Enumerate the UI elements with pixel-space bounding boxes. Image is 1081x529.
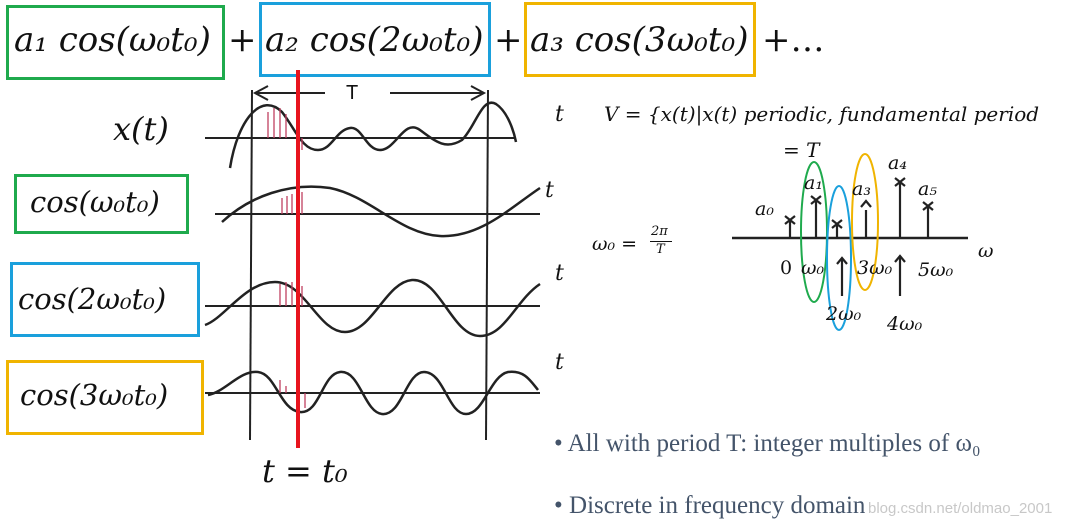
freq-4w0: 4ω₀ (887, 313, 923, 335)
term1-text: a₁ cos(ω₀t₀) (14, 20, 211, 60)
cos3-curve (207, 370, 539, 416)
cos1-box (14, 174, 189, 234)
bullet-item-period: • All with period T: integer multiples o… (554, 430, 981, 457)
coeff-a1: a₁ (804, 172, 823, 194)
cos3-box (6, 360, 204, 435)
term2-text: a₂ cos(2ω₀t₀) (265, 20, 484, 60)
period-end-line (485, 89, 489, 441)
omega0-den: T (656, 242, 665, 257)
term3-box (524, 2, 756, 77)
freq-w0: ω₀ (801, 257, 825, 279)
bullet-item-discrete: • Discrete in frequency domain (554, 492, 866, 519)
freq-5w0: 5ω₀ (918, 259, 954, 281)
cos1-curve (221, 185, 541, 238)
freq-0: 0 (780, 257, 793, 279)
coeff-a5: a₅ (918, 178, 937, 200)
series-tail: +… (762, 20, 825, 60)
term1-box (6, 5, 225, 80)
watermark: blog.csdn.net/oldmao_2001 (868, 500, 1053, 517)
set-definition-cont: = T (783, 138, 820, 162)
bullet-text-discrete: Discrete in frequency domain (569, 492, 866, 519)
t-label-x: t (555, 102, 564, 127)
ellipse-2w0 (826, 185, 852, 331)
set-definition: V = {x(t)|x(t) periodic, fundamental per… (604, 102, 1040, 126)
t-label-cos3: t (555, 350, 564, 375)
t-label-cos1: t (545, 178, 554, 203)
omega0-fraction-bar (650, 241, 672, 242)
sample-label: t = t₀ (262, 452, 348, 490)
plus2: + (494, 20, 523, 60)
term2-box (259, 2, 491, 77)
omega0-num: 2π (651, 224, 668, 239)
t-label-cos2: t (555, 261, 564, 286)
cos1-label: cos(ω₀t₀) (30, 185, 160, 219)
coeff-a0: a₀ (755, 198, 774, 220)
x-curve (228, 101, 518, 169)
bullet-text-period: All with period T: integer multiples of … (567, 430, 981, 457)
term3-text: a₃ cos(3ω₀t₀) (530, 20, 749, 60)
cos2-label: cos(2ω₀t₀) (18, 282, 167, 316)
cos2-box (10, 262, 200, 337)
ellipse-3w0 (851, 153, 879, 291)
cos3-label: cos(3ω₀t₀) (20, 378, 169, 412)
omega0-lhs: ω₀ = (592, 233, 638, 255)
coeff-a3: a₃ (852, 178, 871, 200)
omega-axis-label: ω (978, 240, 994, 262)
cos2-curve (204, 278, 541, 338)
freq-3w0: 3ω₀ (857, 257, 893, 279)
freq-2w0: 2ω₀ (826, 303, 862, 325)
period-label: T (346, 82, 359, 104)
period-start-line (249, 89, 253, 441)
signal-x-label: x(t) (113, 110, 169, 148)
plus1: + (228, 20, 257, 60)
coeff-a4: a₄ (888, 152, 907, 174)
